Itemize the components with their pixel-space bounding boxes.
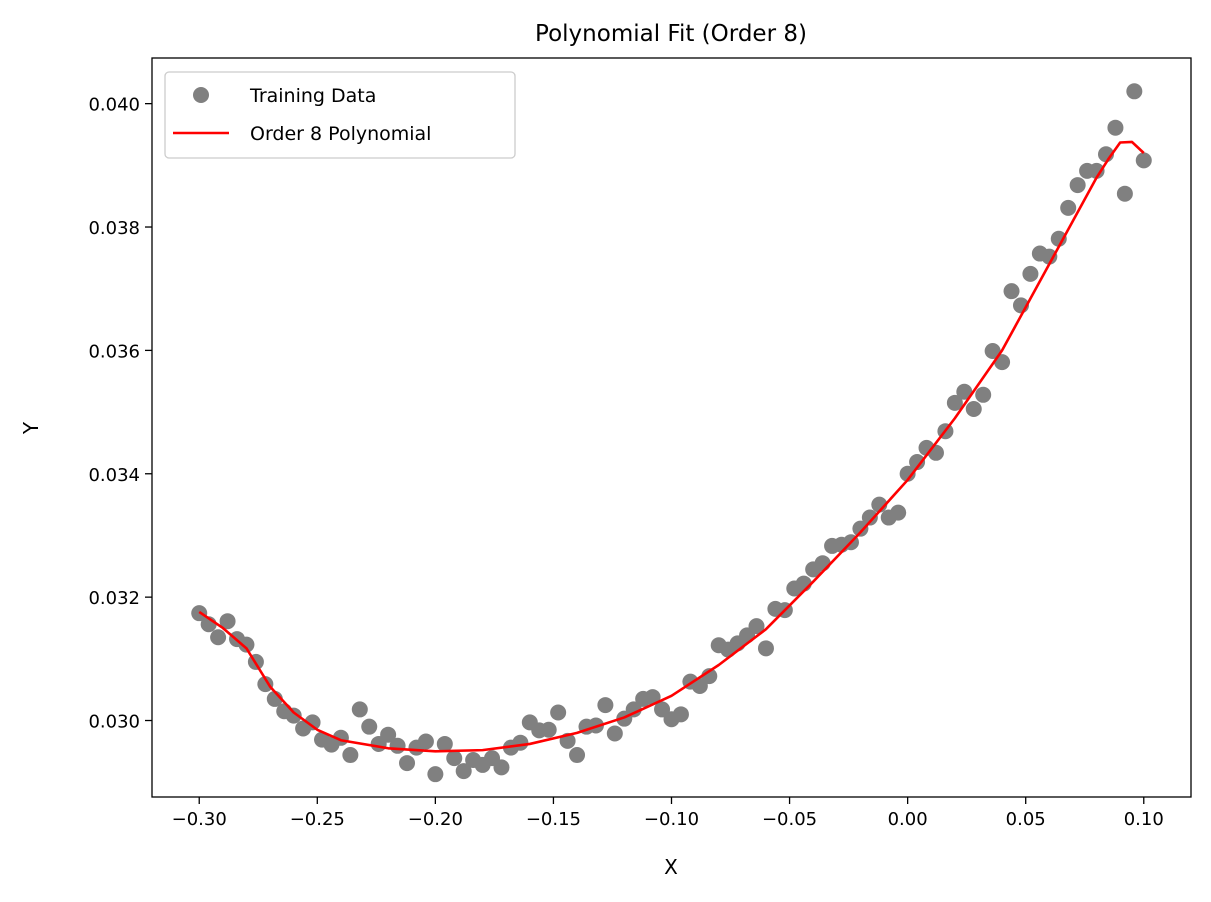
data-point xyxy=(644,689,661,706)
data-point xyxy=(852,520,869,537)
data-point xyxy=(956,383,973,400)
chart-title: Polynomial Fit (Order 8) xyxy=(535,21,807,47)
data-point xyxy=(654,701,671,718)
data-point xyxy=(238,636,255,653)
data-point xyxy=(795,575,812,592)
y-tick-label: 0.040 xyxy=(88,95,140,116)
data-point xyxy=(512,734,529,751)
data-point xyxy=(757,640,774,657)
x-tick-label: −0.05 xyxy=(762,809,817,830)
data-point xyxy=(1088,162,1105,179)
x-axis-label: X xyxy=(664,855,678,879)
y-axis-label: Y xyxy=(19,421,43,435)
data-point xyxy=(890,504,907,521)
data-point xyxy=(1107,119,1124,136)
data-point xyxy=(748,618,765,635)
data-point xyxy=(606,725,623,742)
x-tick-label: 0.10 xyxy=(1124,809,1164,830)
data-point xyxy=(389,737,406,754)
data-point xyxy=(975,386,992,403)
fit-line xyxy=(198,140,1145,753)
x-tick-label: 0.00 xyxy=(888,809,928,830)
x-tick-label: 0.05 xyxy=(1006,809,1046,830)
x-tick-label: −0.15 xyxy=(526,809,581,830)
data-point xyxy=(965,400,982,417)
data-point xyxy=(946,394,963,411)
data-point xyxy=(219,613,236,630)
y-tick-label: 0.030 xyxy=(88,712,140,733)
data-point xyxy=(701,668,718,685)
data-point xyxy=(814,555,831,572)
x-tick-label: −0.20 xyxy=(408,809,463,830)
data-point xyxy=(909,454,926,471)
data-point xyxy=(597,697,614,714)
data-point xyxy=(1069,177,1086,194)
data-point xyxy=(455,763,472,780)
data-point xyxy=(285,707,302,724)
data-point xyxy=(304,714,321,731)
data-point xyxy=(672,706,689,723)
data-point xyxy=(1003,283,1020,300)
data-point xyxy=(625,701,642,718)
data-point xyxy=(1126,83,1143,100)
y-tick-label: 0.038 xyxy=(88,218,140,239)
legend: Training Data Order 8 Polynomial xyxy=(164,71,516,159)
legend-label-polynomial: Order 8 Polynomial xyxy=(250,123,431,145)
data-point xyxy=(342,747,359,764)
data-point xyxy=(861,509,878,526)
data-point xyxy=(540,721,557,738)
plot-area xyxy=(191,83,1152,783)
data-point xyxy=(351,701,368,718)
y-tick-label: 0.032 xyxy=(88,588,140,609)
x-tick-label: −0.30 xyxy=(172,809,227,830)
data-point xyxy=(399,755,416,772)
legend-box xyxy=(164,71,516,159)
x-tick-label: −0.10 xyxy=(644,809,699,830)
data-point xyxy=(984,343,1001,360)
data-point xyxy=(1060,199,1077,216)
data-point xyxy=(436,735,453,752)
data-point xyxy=(380,726,397,743)
axis-ticks: −0.30 −0.25 −0.20 −0.15 −0.10 −0.05 0.00 0.05 0.… xyxy=(88,95,1163,830)
data-point xyxy=(550,704,567,721)
data-point xyxy=(446,750,463,767)
y-tick-label: 0.034 xyxy=(88,465,140,486)
data-point xyxy=(1022,265,1039,282)
data-point xyxy=(1116,185,1133,202)
data-point xyxy=(210,629,227,646)
data-point xyxy=(1041,248,1058,265)
legend-label-training-data: Training Data xyxy=(249,85,376,107)
x-tick-label: −0.25 xyxy=(290,809,345,830)
data-point xyxy=(361,718,378,735)
data-point xyxy=(927,444,944,461)
y-tick-label: 0.036 xyxy=(88,341,140,362)
legend-marker-training-data xyxy=(193,87,209,103)
data-point xyxy=(1050,230,1067,247)
data-point xyxy=(427,766,444,783)
data-point xyxy=(691,677,708,694)
data-point xyxy=(493,759,510,776)
axes-frame xyxy=(151,57,1192,798)
data-point xyxy=(899,465,916,482)
data-point xyxy=(569,747,586,764)
data-point xyxy=(417,733,434,750)
data-point xyxy=(257,676,274,693)
data-point xyxy=(1135,152,1152,169)
